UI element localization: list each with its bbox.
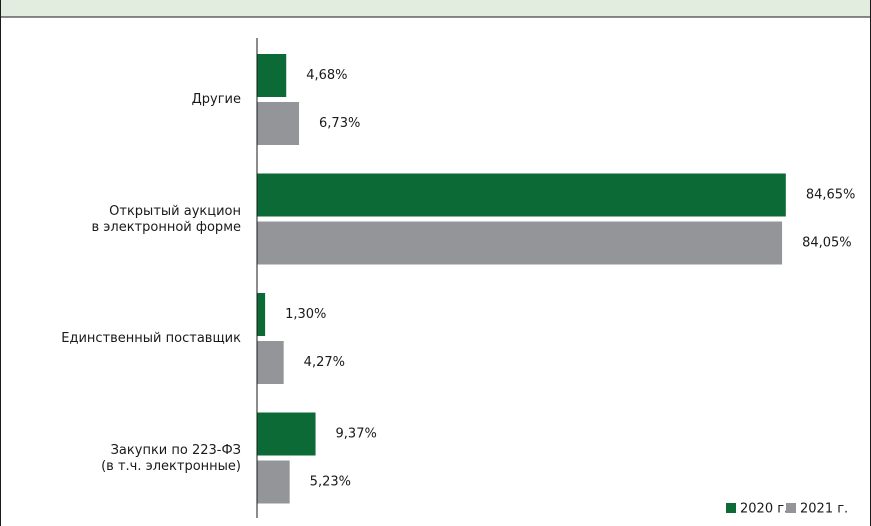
category-label: Закупки по 223-ФЗ (в т.ч. электронные) <box>101 443 241 474</box>
bar <box>257 460 290 504</box>
bar <box>257 293 266 336</box>
bar <box>257 221 783 265</box>
value-label: 6,73% <box>319 116 360 131</box>
value-label: 4,27% <box>304 355 345 370</box>
value-label: 9,37% <box>336 427 377 442</box>
value-label: 84,05% <box>802 236 852 251</box>
category-label: Открытый аукцион в электронной форме <box>91 204 241 235</box>
bar <box>257 173 786 217</box>
bar <box>257 412 316 456</box>
legend-label: 2020 г. <box>740 502 788 517</box>
header-band <box>0 0 871 18</box>
value-label: 1,30% <box>285 307 326 322</box>
legend-swatch <box>726 503 736 513</box>
bar <box>257 54 287 97</box>
legend-label: 2021 г. <box>800 502 848 517</box>
category-label: Другие <box>192 92 241 107</box>
value-label: 4,68% <box>306 68 347 83</box>
value-label: 5,23% <box>310 475 351 490</box>
bar <box>257 341 284 384</box>
bar <box>257 102 300 145</box>
category-label: Единственный поставщик <box>61 331 241 346</box>
value-label: 84,65% <box>806 188 856 203</box>
legend-swatch <box>786 503 796 513</box>
